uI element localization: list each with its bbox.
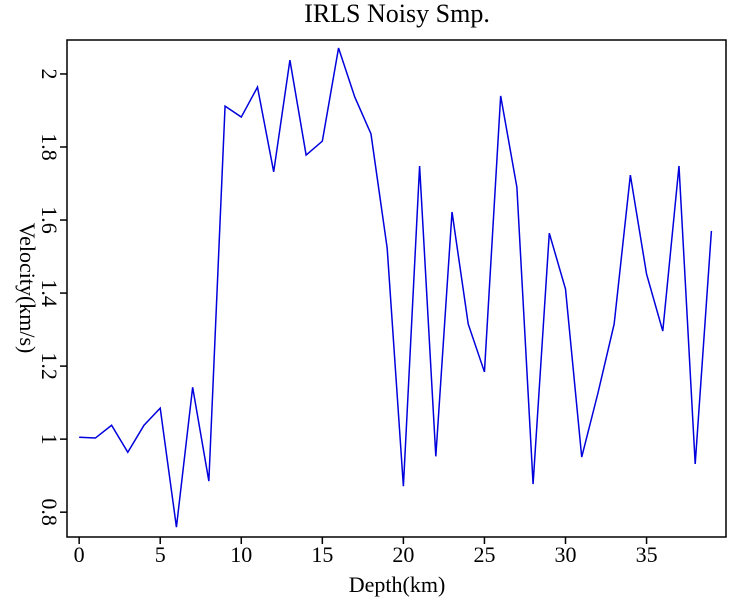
x-tick-label: 0 — [74, 542, 85, 567]
y-tick-label: 1.8 — [37, 133, 62, 161]
x-tick-label: 25 — [473, 542, 495, 567]
plot-frame — [66, 39, 727, 538]
x-axis-label: Depth(km) — [349, 572, 446, 597]
x-tick-label: 35 — [636, 542, 658, 567]
data-line — [79, 47, 713, 528]
x-tick-label: 5 — [155, 542, 166, 567]
y-axis-label: Velocity(km/s) — [15, 223, 40, 354]
x-tick-label: 20 — [392, 542, 414, 567]
y-tick-label: 1.2 — [37, 352, 62, 380]
y-tick-label: 1 — [37, 434, 62, 445]
x-tick-label: 30 — [555, 542, 577, 567]
y-tick-label: 1.4 — [37, 279, 62, 307]
x-tick-label: 10 — [230, 542, 252, 567]
y-tick-label: 1.6 — [37, 206, 62, 234]
y-tick-label: 0.8 — [37, 498, 62, 526]
x-tick-label: 15 — [311, 542, 333, 567]
y-tick-label: 2 — [37, 68, 62, 79]
chart-title: IRLS Noisy Smp. — [304, 0, 490, 28]
